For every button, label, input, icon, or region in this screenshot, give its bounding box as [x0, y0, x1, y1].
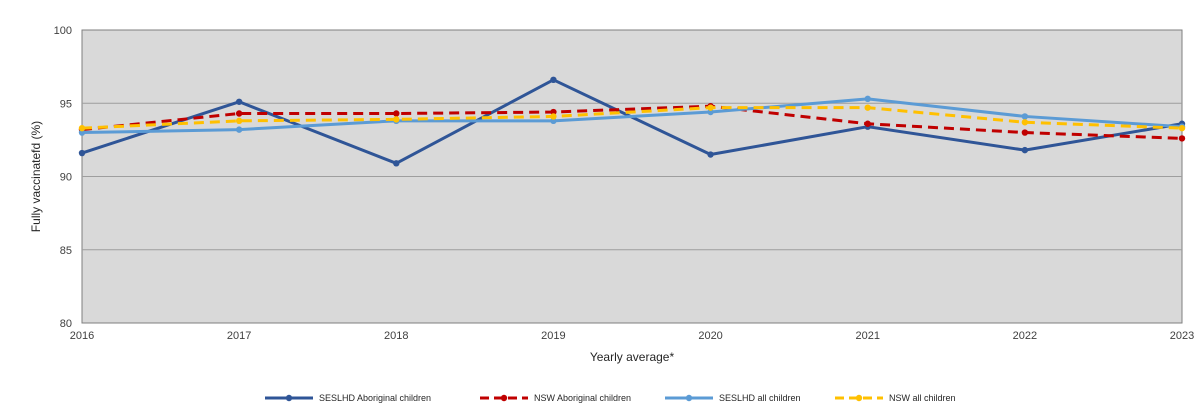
x-tick-label: 2023: [1170, 330, 1194, 342]
legend-label: NSW all children: [889, 393, 956, 403]
data-point: [707, 104, 714, 111]
legend-marker: [855, 394, 863, 402]
data-point: [235, 126, 243, 133]
x-tick-label: 2020: [698, 330, 722, 342]
data-point: [864, 120, 871, 127]
legend-item: SESLHD all children: [665, 393, 801, 403]
series-line: [81, 97, 1183, 135]
y-tick-label: 100: [54, 25, 72, 37]
data-point: [1021, 146, 1029, 154]
x-tick-label: 2022: [1013, 330, 1037, 342]
legend-marker: [685, 394, 693, 402]
y-axis-label: Fully vaccinatefd (%): [29, 121, 43, 232]
data-point: [864, 95, 871, 103]
data-point: [235, 98, 243, 105]
y-tick-label: 95: [60, 98, 72, 110]
data-point: [1178, 135, 1186, 142]
y-tick-label: 80: [60, 318, 72, 330]
x-tick-label: 2017: [227, 330, 251, 342]
x-tick-label: 2019: [541, 330, 565, 342]
legend-marker: [285, 394, 293, 402]
series-line: [81, 104, 1183, 140]
data-point: [393, 160, 400, 167]
x-tick-labels: 2016 2017 2018 2019 2020 2021 2022 2023: [70, 330, 1194, 342]
series-line: [81, 106, 1183, 130]
gridlines: [82, 102, 1182, 251]
data-point: [1021, 129, 1029, 136]
legend-label: NSW Aboriginal children: [534, 393, 631, 403]
data-point: [550, 76, 557, 84]
legend-item: NSW Aboriginal children: [480, 393, 631, 403]
legend-item: NSW all children: [835, 393, 956, 403]
data-point: [393, 116, 400, 123]
data-point: [550, 108, 557, 116]
data-point: [864, 104, 871, 111]
data-point: [78, 129, 86, 136]
y-tick-label: 85: [60, 245, 72, 257]
legend-item: SESLHD Aboriginal children: [265, 393, 431, 403]
legend-marker: [500, 394, 508, 402]
series-lines: [78, 76, 1186, 167]
data-point: [235, 117, 243, 125]
legend-label: SESLHD all children: [719, 393, 801, 403]
data-point: [78, 149, 86, 157]
legend-label: SESLHD Aboriginal children: [319, 393, 431, 403]
data-point: [393, 110, 400, 117]
x-tick-label: 2016: [70, 330, 94, 342]
data-point: [707, 151, 714, 158]
legend: SESLHD Aboriginal children NSW Aboriginal…: [265, 393, 956, 403]
series-nsw-all-children: [78, 104, 1186, 132]
x-axis-label: Yearly average*: [590, 350, 675, 364]
y-tick-label: 90: [60, 172, 72, 184]
data-point: [1021, 113, 1029, 120]
data-point: [78, 124, 86, 132]
data-point: [235, 110, 243, 117]
data-point: [550, 113, 557, 120]
y-tick-labels: 80 85 90 95 100: [54, 25, 72, 330]
data-point: [1021, 119, 1029, 126]
data-point: [550, 117, 557, 125]
data-point: [1178, 124, 1186, 132]
data-point: [707, 108, 714, 116]
x-tick-label: 2021: [855, 330, 879, 342]
x-tick-label: 2018: [384, 330, 408, 342]
